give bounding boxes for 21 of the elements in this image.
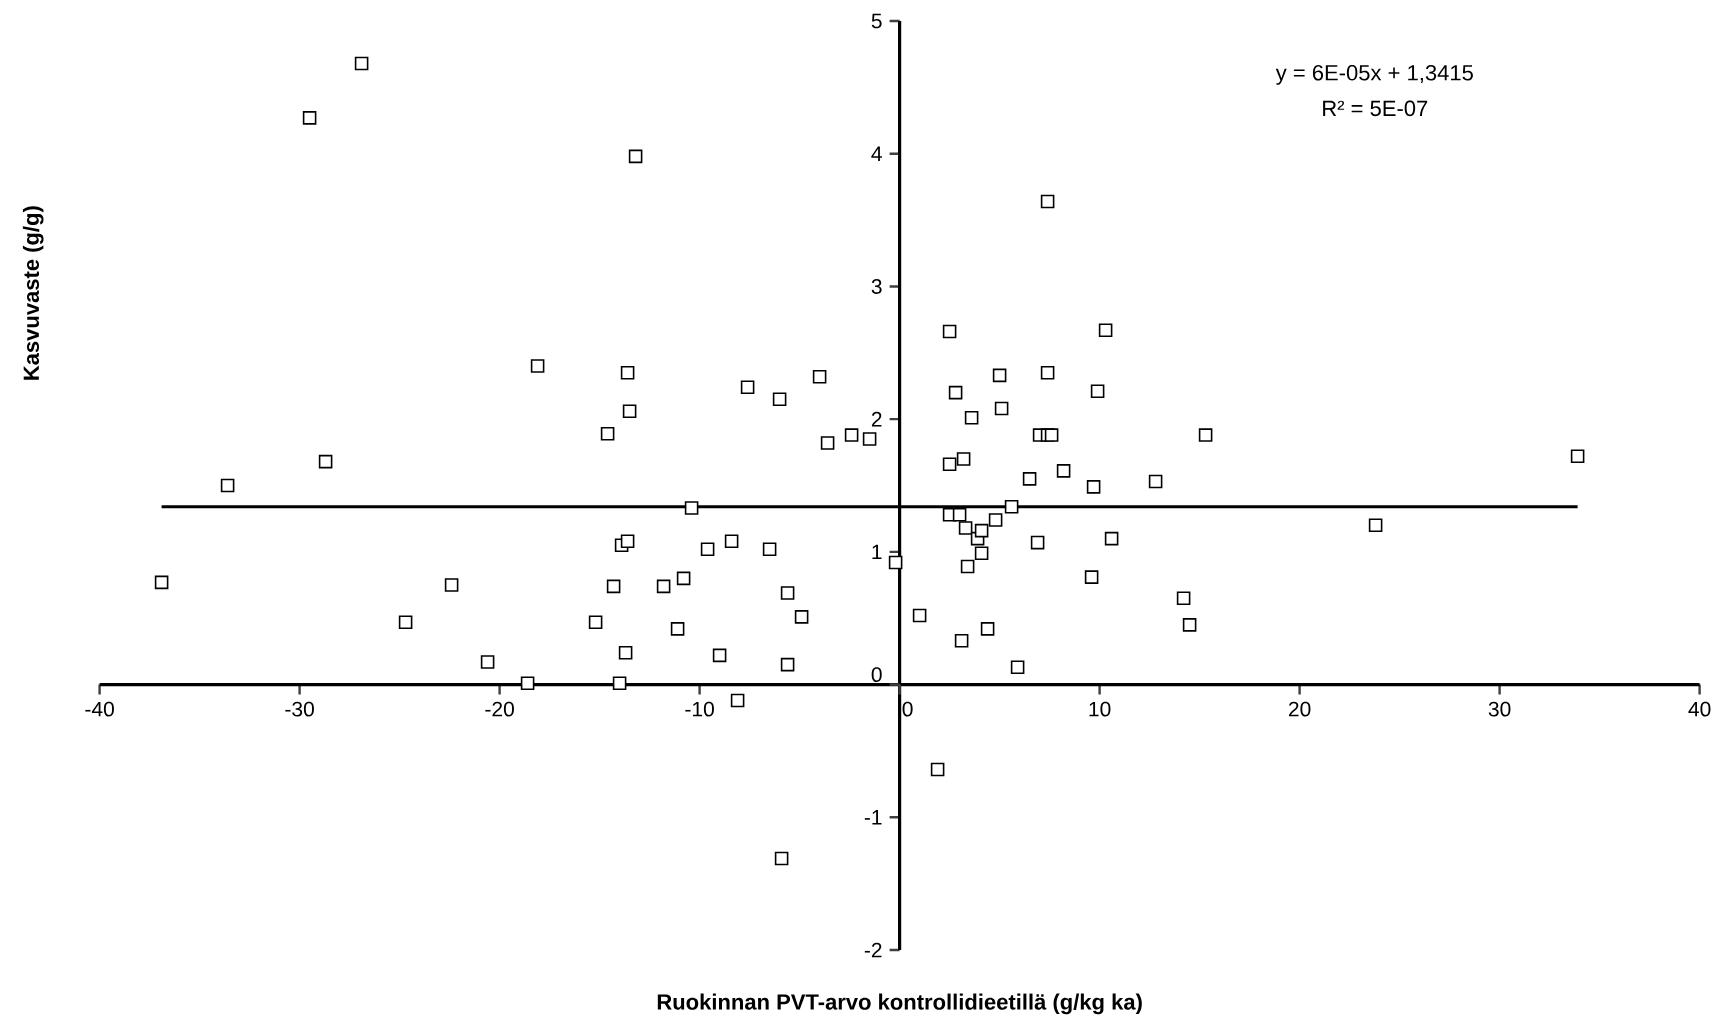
annotation: R² = 5E-07 [1323,100,1428,117]
x-tick-label: -20 [485,701,514,717]
x-tick-label: -40 [85,701,114,717]
x-tick-label: 40 [1688,701,1711,717]
y-tick-label: 3 [871,279,882,294]
x-tick-label: -30 [285,701,314,717]
y-tick-label: 5 [871,13,882,29]
y-axis-title: Kasvuvaste (g/g) [22,206,44,380]
y-tick-label: -1 [864,810,882,825]
y-tick-label: 1 [872,544,882,560]
x-tick-label: -10 [685,701,714,717]
y-tick-label: -2 [864,942,882,958]
y-tick-label: 2 [871,411,882,427]
x-axis-title: Ruokinnan PVT-arvo kontrollidieetillä (g/kg ka) [657,993,1142,1015]
x-tick-label: 0 [902,701,913,717]
y-tick-label: 0 [871,667,882,683]
annotation: y = 6E-05x + 1,3415 [1275,64,1473,85]
x-tick-label: 30 [1488,701,1511,717]
x-tick-label: 10 [1089,701,1111,717]
y-tick-label: 4 [871,146,882,161]
x-tick-label: 20 [1289,701,1311,717]
